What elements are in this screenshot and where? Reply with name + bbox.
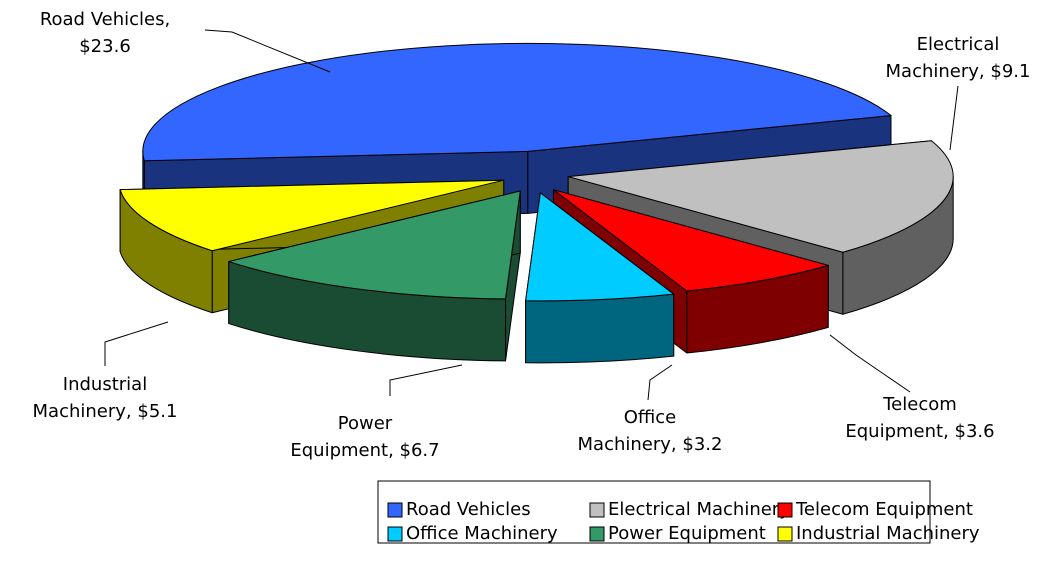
data-label: Electrical Machinery, $9.1 bbox=[886, 34, 1031, 82]
data-label-line: Road Vehicles, bbox=[40, 9, 170, 30]
slice bbox=[525, 192, 675, 302]
legend-swatch bbox=[387, 526, 403, 542]
legend-label: Telecom Equipment bbox=[795, 499, 973, 520]
legend-swatch bbox=[589, 526, 605, 542]
data-label-line: Power bbox=[338, 413, 393, 434]
data-label: Industrial Machinery, $5.1 bbox=[33, 374, 178, 422]
legend-swatch bbox=[777, 526, 793, 542]
slice bbox=[142, 42, 892, 162]
legend-swatch bbox=[777, 502, 793, 518]
slice bbox=[567, 140, 954, 253]
slice bbox=[552, 189, 829, 292]
data-label-line: Machinery, $3.2 bbox=[578, 434, 723, 455]
legend-label: Industrial Machinery bbox=[796, 523, 980, 544]
data-label-line: Machinery, $5.1 bbox=[33, 401, 178, 422]
legend-label: Electrical Machinery bbox=[608, 499, 790, 520]
data-label: Telecom Equipment, $3.6 bbox=[845, 394, 994, 442]
data-label-line: Industrial bbox=[63, 374, 147, 395]
leader-line bbox=[949, 85, 959, 151]
legend-label: Road Vehicles bbox=[406, 499, 531, 520]
data-label-line: Equipment, $6.7 bbox=[290, 440, 439, 461]
slice bbox=[228, 190, 521, 300]
data-label-line: Equipment, $3.6 bbox=[845, 421, 994, 442]
slice bbox=[119, 179, 505, 252]
leader-line bbox=[647, 364, 673, 401]
data-label-line: Electrical bbox=[917, 34, 1000, 55]
leader-line bbox=[204, 29, 331, 73]
leader-line bbox=[829, 334, 911, 393]
data-label-line: $23.6 bbox=[79, 36, 131, 57]
data-label: Office Machinery, $3.2 bbox=[578, 407, 723, 455]
data-label-line: Machinery, $9.1 bbox=[886, 61, 1031, 82]
legend-label: Power Equipment bbox=[608, 523, 766, 544]
data-label-line: Office bbox=[624, 407, 677, 428]
leader-line bbox=[389, 364, 463, 396]
leader-line bbox=[104, 321, 169, 366]
legend-box bbox=[377, 480, 931, 544]
data-label: Power Equipment, $6.7 bbox=[290, 413, 439, 461]
legend-label: Office Machinery bbox=[406, 523, 558, 544]
legend-swatch bbox=[387, 502, 403, 518]
data-label-line: Telecom bbox=[882, 394, 957, 415]
slice-wall bbox=[525, 293, 675, 364]
legend-swatch bbox=[589, 502, 605, 518]
data-label: Road Vehicles, $23.6 bbox=[40, 9, 170, 57]
